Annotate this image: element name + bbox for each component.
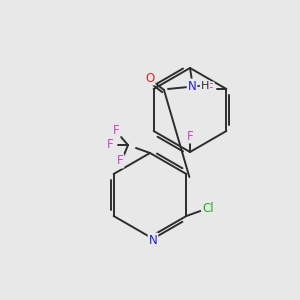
- Text: N: N: [188, 80, 196, 92]
- Text: F: F: [207, 82, 214, 95]
- Text: F: F: [107, 139, 113, 152]
- Text: O: O: [146, 71, 154, 85]
- Text: F: F: [113, 124, 119, 137]
- Text: F: F: [187, 130, 193, 142]
- Text: F: F: [117, 154, 123, 167]
- Text: Cl: Cl: [202, 202, 214, 214]
- Text: H: H: [201, 81, 209, 91]
- Text: N: N: [148, 233, 158, 247]
